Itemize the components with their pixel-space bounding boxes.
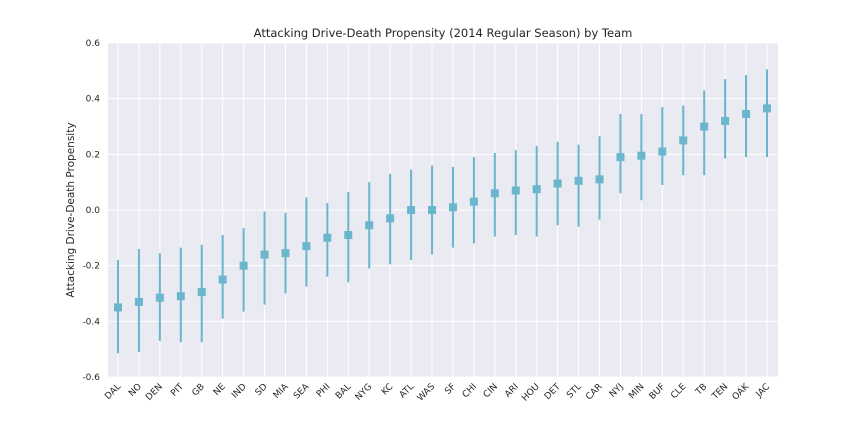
point-oak [742,109,751,118]
point-bal [344,231,353,240]
y-tick-labels: -0.6 -0.4 -0.2 0.0 0.2 0.4 0.6 [82,39,100,383]
chart-title: Attacking Drive-Death Propensity (2014 R… [254,26,633,40]
x-tick-label: GB [190,382,206,398]
point-was [428,206,437,214]
point-min [637,151,646,160]
point-pit [176,292,185,301]
x-tick-label: NYJ [608,382,626,400]
x-tick-label: SF [443,382,458,397]
point-buf [658,147,667,156]
y-tick-label: 0.0 [86,206,101,216]
point-chi [469,197,478,206]
x-tick-labels: DAL NO DEN PIT GB NE IND SD MIA SEA PHI BAL NYG KC ATL… [103,381,772,403]
x-tick-label: OAK [731,381,752,402]
x-tick-label: DAL [103,382,123,402]
x-tick-label: IND [230,382,249,401]
point-jac [763,104,771,113]
x-tick-label: CIN [482,382,500,400]
point-den [155,293,164,302]
x-tick-label: PHI [315,382,333,400]
x-tick-label: BAL [334,382,353,401]
point-ind [239,261,248,270]
point-ne [218,275,227,284]
x-tick-label: CAR [584,382,604,402]
point-ten [721,116,730,125]
point-mia [281,249,290,258]
point-gb [197,288,206,297]
y-tick-label: -0.4 [82,317,100,327]
y-tick-label: -0.2 [82,262,100,272]
x-tick-label: NYG [354,382,375,403]
x-tick-label: CHI [461,382,479,400]
point-sd [260,250,269,259]
point-dal [114,303,122,312]
x-tick-label: WAS [416,382,438,404]
y-tick-label: 0.2 [86,150,100,160]
point-atl [407,206,416,214]
point-cle [679,136,688,145]
x-tick-label: NE [212,382,228,398]
point-no [134,297,143,306]
x-tick-label: DET [543,382,563,402]
point-nyj [616,153,625,162]
point-sea [302,242,311,251]
point-det [553,179,562,188]
point-hou [532,185,541,194]
point-cin [490,189,499,198]
point-nyg [365,221,374,230]
point-car [595,175,604,184]
x-tick-label: MIA [272,381,291,400]
x-tick-label: ARI [503,382,521,400]
x-tick-label: KC [380,382,395,397]
x-tick-label: SEA [292,381,312,401]
x-tick-label: DEN [144,382,165,403]
x-tick-label: BUF [648,382,668,402]
x-tick-label: SD [254,382,270,398]
data-points [114,104,771,312]
y-axis-label: Attacking Drive-Death Propensity [65,122,77,297]
x-tick-label: HOU [520,382,542,404]
x-tick-label: CLE [669,382,688,401]
x-tick-label: ATL [398,382,416,400]
x-tick-label: TEN [710,382,730,402]
y-tick-label: 0.4 [86,95,101,105]
y-tick-label: 0.6 [86,39,101,49]
x-tick-label: MIN [627,382,646,401]
y-tick-label: -0.6 [82,373,100,383]
x-tick-label: TB [693,382,709,398]
point-tb [700,122,709,131]
x-tick-label: STL [565,382,584,401]
x-tick-label: NO [127,382,144,399]
point-phi [323,233,332,242]
point-sf [448,203,457,212]
point-stl [574,176,583,185]
point-ari [511,186,520,195]
x-tick-label: PIT [169,382,186,399]
point-kc [386,214,395,223]
x-tick-label: JAC [754,382,772,400]
